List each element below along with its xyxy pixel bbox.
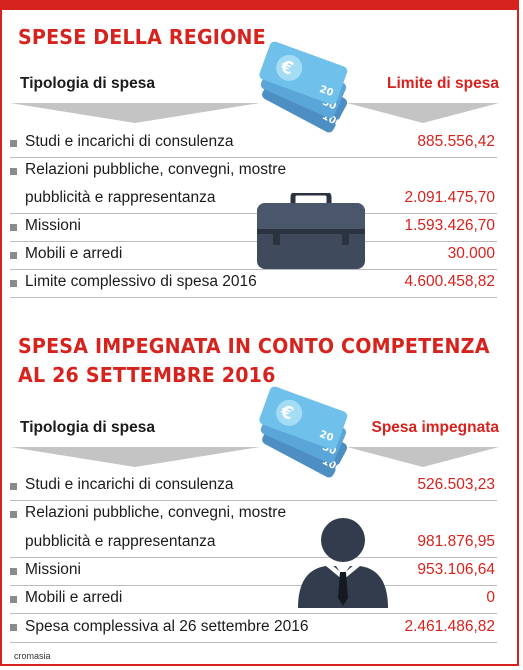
row-bullet — [10, 596, 17, 603]
section2-title-line2: AL 26 SETTEMBRE 2016 — [18, 363, 276, 387]
row-label: Spesa complessiva al 26 settembre 2016 — [25, 618, 309, 635]
row-label: Missioni — [25, 217, 81, 234]
row-label: Relazioni pubbliche, convegni, mostre — [25, 161, 287, 178]
table-row: Mobili e arredi 30.000 — [10, 241, 497, 270]
table-row-total: Limite complessivo di spesa 2016 4.600.4… — [10, 269, 497, 298]
row-label-line2: pubblicità e rappresentanza — [25, 189, 216, 206]
table-row: Missioni 1.593.426,70 — [10, 213, 497, 242]
row-label: Limite complessivo di spesa 2016 — [25, 273, 257, 290]
section1-col-limite: Limite di spesa — [387, 75, 499, 92]
arrow-left-1 — [10, 103, 260, 123]
briefcase-icon — [257, 193, 365, 269]
table-row-total: Spesa complessiva al 26 settembre 2016 2… — [10, 613, 497, 643]
row-value: 885.556,42 — [417, 133, 495, 150]
row-label: Studi e incarichi di consulenza — [25, 476, 234, 493]
section2-title-line1: SPESA IMPEGNATA IN CONTO COMPETENZA — [18, 334, 490, 358]
euro-banknotes-icon: 100 50 € 20 — [259, 386, 348, 478]
row-bullet — [10, 624, 17, 631]
row-value: 981.876,95 — [417, 533, 495, 550]
row-label: Studi e incarichi di consulenza — [25, 133, 234, 150]
row-value: 526.503,23 — [417, 476, 495, 493]
table-row: Mobili e arredi 0 — [10, 585, 497, 614]
table-row: Relazioni pubbliche, convegni, mostre pu… — [10, 500, 497, 558]
section2-col-spesa: Spesa impegnata — [371, 419, 500, 436]
table-row: Studi e incarichi di consulenza 885.556,… — [10, 129, 497, 158]
row-bullet — [10, 252, 17, 259]
row-value: 0 — [486, 589, 495, 606]
banknote-20-label: 20 — [318, 84, 335, 99]
row-value: 30.000 — [447, 245, 495, 262]
table-row: Missioni 953.106,64 — [10, 557, 497, 586]
arrow-right-1 — [347, 103, 499, 123]
row-bullet — [10, 483, 17, 490]
row-value: 4.600.458,82 — [404, 273, 495, 290]
row-value: 1.593.426,70 — [404, 217, 495, 234]
credit-label: cromasia — [14, 651, 51, 661]
section1-title: SPESE DELLA REGIONE — [18, 25, 266, 49]
section2-col-tipologia: Tipologia di spesa — [20, 419, 155, 436]
table-row: Relazioni pubbliche, convegni, mostre pu… — [10, 157, 497, 214]
row-bullet — [10, 568, 17, 575]
row-value: 953.106,64 — [417, 561, 495, 578]
row-bullet — [10, 280, 17, 287]
euro-banknotes-icon: 100 50 € 20 — [259, 41, 348, 133]
row-value: 2.091.475,70 — [404, 189, 495, 206]
arrow-left-2 — [10, 447, 260, 467]
row-bullet — [10, 168, 17, 175]
section1-col-tipologia: Tipologia di spesa — [20, 75, 155, 92]
row-label: Mobili e arredi — [25, 589, 123, 606]
row-bullet — [10, 511, 17, 518]
row-label: Mobili e arredi — [25, 245, 123, 262]
row-value: 2.461.486,82 — [404, 618, 495, 635]
row-bullet — [10, 224, 17, 231]
row-label: Missioni — [25, 561, 81, 578]
row-label-line2: pubblicità e rappresentanza — [25, 533, 216, 550]
row-label: Relazioni pubbliche, convegni, mostre — [25, 504, 287, 521]
row-bullet — [10, 140, 17, 147]
businessman-icon — [298, 518, 388, 608]
table-row: Studi e incarichi di consulenza 526.503,… — [10, 472, 497, 501]
banknote-20-label: 20 — [318, 429, 335, 444]
arrow-right-2 — [347, 447, 499, 467]
